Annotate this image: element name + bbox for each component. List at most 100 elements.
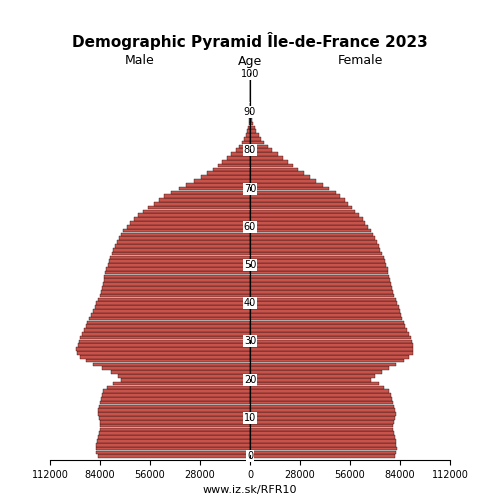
Bar (118, 374, 250, 378)
Bar (250, 271, 388, 274)
Bar (194, 179, 250, 182)
Bar (100, 401, 250, 404)
Bar (104, 278, 250, 282)
Bar (88, 320, 250, 324)
Bar (250, 298, 396, 301)
Bar (178, 186, 250, 190)
Bar (91, 313, 250, 316)
Bar (250, 118, 252, 122)
Bar (250, 313, 401, 316)
Bar (250, 390, 390, 393)
Bar (247, 130, 250, 133)
Bar (106, 267, 250, 270)
Bar (86, 324, 250, 328)
Bar (143, 210, 250, 214)
Bar (250, 236, 375, 240)
Text: 70: 70 (244, 184, 256, 194)
Bar (250, 432, 394, 435)
Bar (112, 382, 250, 386)
Bar (250, 190, 336, 194)
Bar (127, 225, 250, 228)
Bar (250, 252, 382, 256)
Bar (98, 412, 250, 416)
Text: 40: 40 (244, 298, 256, 308)
Bar (250, 420, 394, 424)
Bar (101, 290, 250, 294)
Bar (170, 190, 250, 194)
Bar (250, 183, 323, 186)
Bar (250, 404, 394, 408)
Bar (250, 370, 382, 374)
Bar (250, 141, 264, 144)
Bar (159, 198, 250, 202)
Bar (250, 336, 410, 340)
Bar (123, 229, 250, 232)
Text: 20: 20 (244, 374, 256, 384)
Bar (250, 374, 375, 378)
Bar (115, 244, 250, 248)
Bar (248, 122, 250, 126)
Bar (250, 194, 340, 198)
Bar (250, 378, 372, 382)
Bar (93, 362, 250, 366)
Bar (244, 137, 250, 140)
Text: Male: Male (125, 54, 155, 68)
Bar (250, 340, 412, 344)
Bar (98, 454, 250, 458)
Bar (186, 183, 250, 186)
Bar (250, 359, 404, 362)
Bar (99, 404, 250, 408)
Bar (250, 225, 368, 228)
Bar (102, 366, 250, 370)
Bar (231, 152, 250, 156)
Bar (250, 133, 258, 137)
Bar (106, 271, 250, 274)
Bar (76, 348, 250, 351)
Bar (250, 278, 390, 282)
Bar (86, 359, 250, 362)
Bar (250, 412, 396, 416)
Bar (250, 366, 390, 370)
Bar (109, 260, 250, 263)
Bar (250, 439, 396, 442)
Bar (164, 194, 250, 198)
Bar (250, 348, 414, 351)
Bar (80, 355, 250, 358)
Bar (117, 240, 250, 244)
Bar (250, 240, 377, 244)
Bar (246, 133, 250, 137)
Text: Age: Age (238, 54, 262, 68)
Bar (250, 267, 388, 270)
Bar (242, 141, 250, 144)
Bar (102, 286, 250, 290)
Bar (102, 390, 250, 393)
Bar (250, 198, 344, 202)
Bar (96, 302, 250, 305)
Bar (250, 110, 251, 114)
Bar (98, 298, 250, 301)
Bar (99, 416, 250, 420)
Bar (250, 435, 394, 439)
Bar (222, 160, 250, 164)
Bar (78, 344, 250, 347)
Text: 90: 90 (244, 107, 256, 117)
Bar (250, 393, 391, 397)
Bar (250, 324, 406, 328)
Bar (250, 210, 356, 214)
Bar (98, 435, 250, 439)
Bar (250, 137, 261, 140)
Bar (250, 248, 380, 252)
Bar (250, 355, 409, 358)
Text: 50: 50 (244, 260, 256, 270)
Bar (110, 256, 250, 259)
Bar (119, 236, 250, 240)
Bar (100, 428, 250, 431)
Bar (250, 316, 402, 320)
Bar (250, 152, 278, 156)
Bar (102, 282, 250, 286)
Bar (108, 263, 250, 267)
Bar (250, 130, 256, 133)
Text: 80: 80 (244, 146, 256, 156)
Bar (82, 332, 250, 336)
Bar (250, 221, 365, 225)
